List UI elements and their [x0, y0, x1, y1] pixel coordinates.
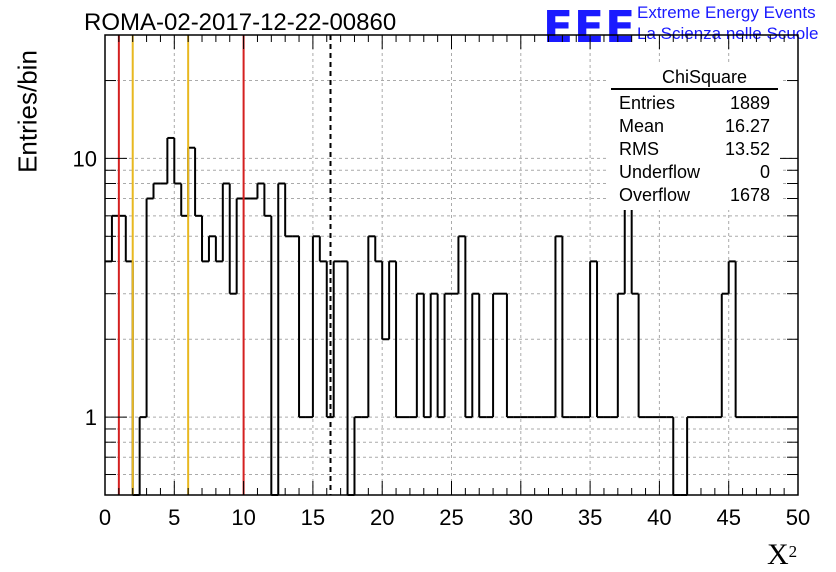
stats-label: Underflow	[619, 162, 701, 182]
x-tick-label: 15	[301, 505, 325, 530]
stats-value: 0	[759, 162, 770, 182]
y-tick-label: 1	[85, 405, 97, 430]
x-axis-label: X2	[767, 538, 797, 572]
x-tick-label: 30	[509, 505, 533, 530]
stats-label: Entries	[619, 93, 676, 113]
stats-value: 13.52	[724, 139, 770, 159]
logo-caption-line1: Extreme Energy Events	[637, 3, 816, 22]
stats-value: 1889	[729, 93, 770, 113]
stats-label: Overflow	[619, 185, 691, 205]
stats-value: 16.27	[724, 116, 770, 136]
y-tick-label: 10	[73, 146, 97, 171]
x-tick-label: 0	[99, 505, 111, 530]
x-tick-label: 40	[647, 505, 671, 530]
x-tick-label: 50	[786, 505, 810, 530]
stats-box: ChiSquare Entries 1889 Mean 16.27 RMS 13.52…	[611, 66, 778, 207]
logo-caption-line2: La Scienza nelle Scuole	[637, 24, 819, 43]
stats-row-mean: Mean 16.27	[611, 115, 778, 138]
stats-row-underflow: Underflow 0	[611, 161, 778, 184]
stats-label: RMS	[619, 139, 659, 159]
stats-row-overflow: Overflow 1678	[611, 184, 778, 207]
x-tick-label: 20	[370, 505, 394, 530]
stats-row-entries: Entries 1889	[611, 92, 778, 115]
stats-row-rms: RMS 13.52	[611, 138, 778, 161]
plot-title: ROMA-02-2017-12-22-00860	[84, 9, 397, 36]
x-tick-label: 5	[168, 505, 180, 530]
x-axis-label-superscript: 2	[788, 542, 798, 561]
stats-box-title: ChiSquare	[611, 66, 778, 90]
eee-logo: EEE	[543, 2, 637, 53]
x-tick-label: 25	[439, 505, 463, 530]
stats-label: Mean	[619, 116, 665, 136]
stats-value: 1678	[729, 185, 770, 205]
x-tick-label: 10	[231, 505, 255, 530]
x-tick-label: 45	[716, 505, 740, 530]
x-axis-label-base: X	[767, 538, 789, 571]
x-tick-label: 35	[578, 505, 602, 530]
